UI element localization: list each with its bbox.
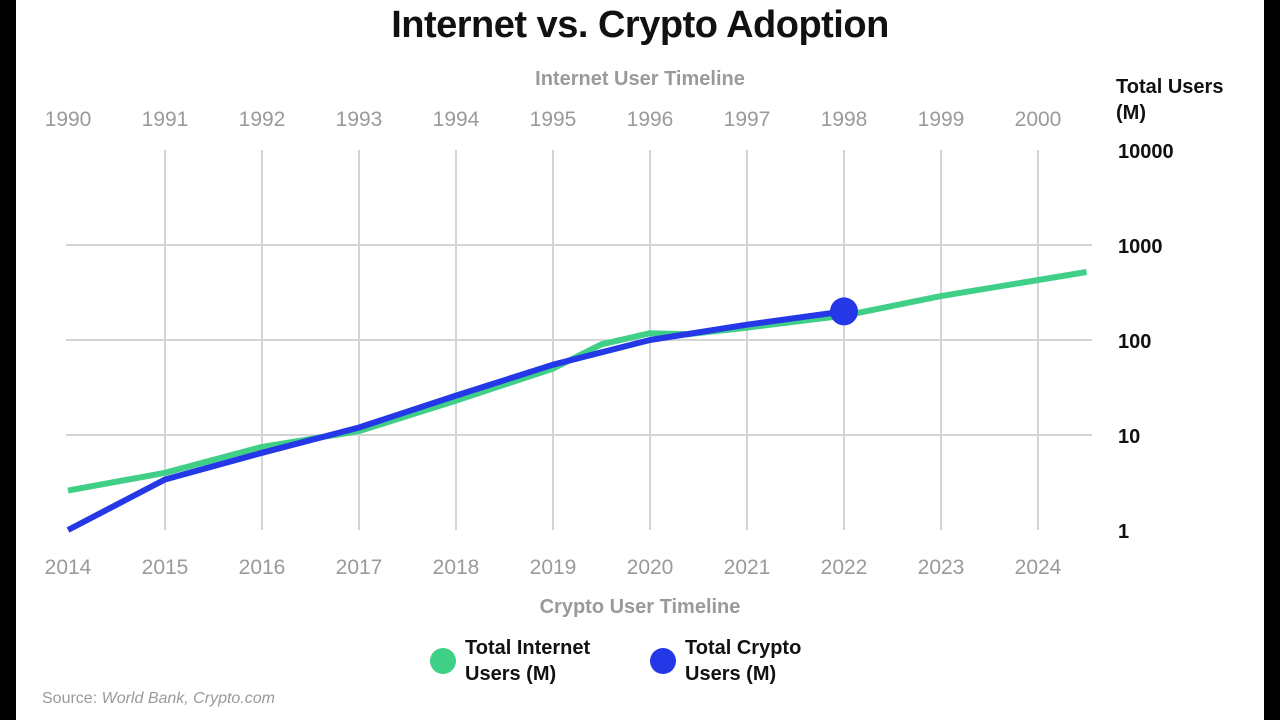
- top-x-tick-label: 1999: [918, 108, 965, 131]
- top-x-tick-label: 1996: [627, 108, 674, 131]
- source-prefix: Source:: [42, 690, 98, 707]
- legend-label-internet: Total Internet Users (M): [465, 637, 591, 685]
- bottom-x-tick-label: 2017: [336, 556, 383, 579]
- top-x-tick-label: 1990: [45, 108, 92, 131]
- legend-swatch-crypto: [650, 648, 676, 674]
- bottom-x-tick-label: 2024: [1015, 556, 1062, 579]
- top-x-tick-label: 1991: [142, 108, 189, 131]
- legend-item-crypto: Total Crypto Users (M): [650, 635, 855, 687]
- bottom-axis-title: Crypto User Timeline: [539, 596, 741, 618]
- legend-label-crypto: Total Crypto Users (M): [685, 637, 802, 685]
- top-x-tick-label: 2000: [1015, 108, 1062, 131]
- legend-item-internet: Total Internet Users (M): [430, 635, 635, 687]
- bottom-x-tick-label: 2022: [821, 556, 868, 579]
- y-axis-title-line2: (M): [1116, 102, 1146, 124]
- bottom-x-tick-label: 2014: [45, 556, 92, 579]
- line-chart: 1990 1991 1992 1993 1994 1995 1996 1997 1998 1999…: [45, 108, 1174, 579]
- bottom-x-tick-label: 2020: [627, 556, 674, 579]
- top-x-tick-label: 1992: [239, 108, 286, 131]
- internet-users-line: [67, 269, 1087, 494]
- y-axis-title-line1: Total Users: [1116, 76, 1224, 98]
- chart-title: Internet vs. Crypto Adoption: [391, 4, 889, 46]
- top-x-tick-label: 1998: [821, 108, 868, 131]
- top-x-tick-label: 1995: [530, 108, 577, 131]
- top-axis-title: Internet User Timeline: [535, 68, 745, 90]
- bottom-x-tick-label: 2016: [239, 556, 286, 579]
- bottom-x-tick-label: 2019: [530, 556, 577, 579]
- crypto-users-line: [66, 308, 845, 533]
- y-tick-label: 100: [1118, 331, 1151, 353]
- top-x-tick-label: 1993: [336, 108, 383, 131]
- legend-swatch-internet: [430, 648, 456, 674]
- top-x-tick-label: 1997: [724, 108, 771, 131]
- y-tick-label: 10000: [1118, 141, 1174, 163]
- y-tick-label: 10: [1118, 426, 1140, 448]
- crypto-latest-point-marker: [830, 297, 858, 326]
- chart-card: Internet vs. Crypto Adoption Internet Us…: [16, 0, 1264, 720]
- source-note: Source: World Bank, Crypto.com: [42, 690, 275, 708]
- y-tick-label: 1000: [1118, 236, 1163, 258]
- source-names: World Bank, Crypto.com: [101, 690, 275, 707]
- bottom-x-tick-label: 2018: [433, 556, 480, 579]
- bottom-x-tick-label: 2023: [918, 556, 965, 579]
- y-tick-label: 1: [1118, 521, 1129, 543]
- top-x-tick-label: 1994: [433, 108, 480, 131]
- y-axis-title: Total Users (M): [1116, 74, 1256, 126]
- bottom-x-tick-label: 2015: [142, 556, 189, 579]
- bottom-x-tick-label: 2021: [724, 556, 771, 579]
